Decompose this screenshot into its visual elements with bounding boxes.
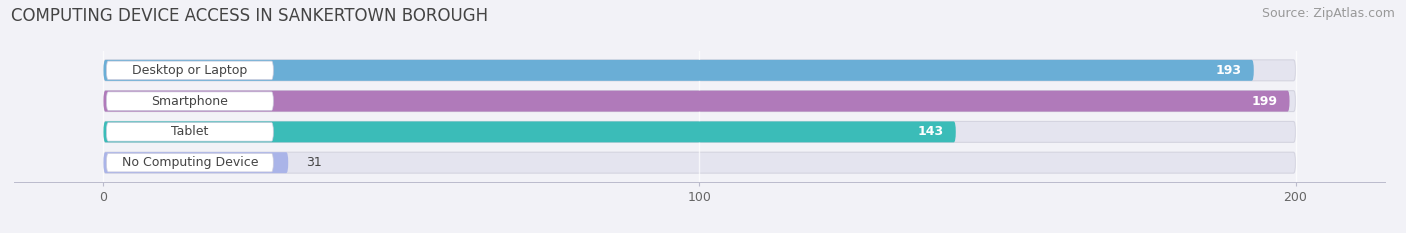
FancyBboxPatch shape [107, 92, 273, 110]
FancyBboxPatch shape [104, 152, 1295, 173]
FancyBboxPatch shape [104, 60, 1295, 81]
FancyBboxPatch shape [104, 91, 1289, 112]
FancyBboxPatch shape [107, 61, 273, 80]
Text: Source: ZipAtlas.com: Source: ZipAtlas.com [1261, 7, 1395, 20]
FancyBboxPatch shape [104, 121, 956, 142]
FancyBboxPatch shape [104, 60, 1254, 81]
Text: 193: 193 [1216, 64, 1241, 77]
FancyBboxPatch shape [104, 91, 1295, 112]
Text: 31: 31 [307, 156, 322, 169]
Text: Tablet: Tablet [172, 125, 208, 138]
FancyBboxPatch shape [107, 123, 273, 141]
Text: COMPUTING DEVICE ACCESS IN SANKERTOWN BOROUGH: COMPUTING DEVICE ACCESS IN SANKERTOWN BO… [11, 7, 488, 25]
Text: 199: 199 [1251, 95, 1278, 108]
FancyBboxPatch shape [104, 152, 288, 173]
FancyBboxPatch shape [107, 153, 273, 172]
FancyBboxPatch shape [104, 121, 1295, 142]
Text: No Computing Device: No Computing Device [122, 156, 259, 169]
Text: Smartphone: Smartphone [152, 95, 228, 108]
Text: 143: 143 [918, 125, 943, 138]
Text: Desktop or Laptop: Desktop or Laptop [132, 64, 247, 77]
